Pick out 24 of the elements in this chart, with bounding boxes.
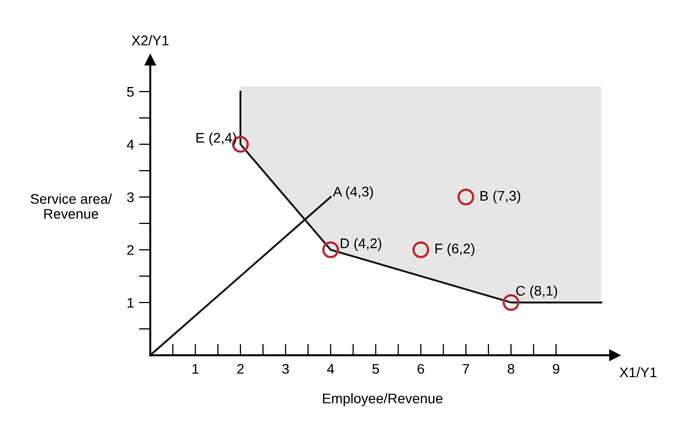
x-tick-label: 5 xyxy=(372,364,379,374)
x-tick-label: 8 xyxy=(508,364,514,374)
y-tick-label: 1 xyxy=(128,298,134,308)
annotation: A (4,3) xyxy=(332,186,373,200)
x-tick-label: 2 xyxy=(237,364,244,374)
annotation: F (6,2) xyxy=(435,243,474,256)
annotation: B (7,3) xyxy=(480,190,520,204)
x-tick-label: 9 xyxy=(552,364,560,374)
x-tick-label: 4 xyxy=(327,364,334,374)
x-tick-label: 6 xyxy=(418,364,424,374)
x-axis-title: Employee/Revenue xyxy=(323,393,442,406)
y-tick-label: 4 xyxy=(126,140,134,150)
y-tick-label: 3 xyxy=(127,192,134,202)
annotation: E (2,4) xyxy=(196,132,236,146)
y-tick-label: 2 xyxy=(127,245,134,255)
text: X2/Y1 xyxy=(132,35,168,46)
x-tick-label: 3 xyxy=(282,364,289,374)
annotation: C (8,1) xyxy=(516,285,558,298)
text: X1/Y1 xyxy=(620,367,656,378)
y-axis-title: Service area/ Revenue xyxy=(30,194,112,219)
y-tick-label: 5 xyxy=(127,87,134,97)
x-tick-label: 1 xyxy=(192,364,199,374)
annotation: D (4,2) xyxy=(340,238,382,251)
x-tick-label: 7 xyxy=(462,364,470,374)
